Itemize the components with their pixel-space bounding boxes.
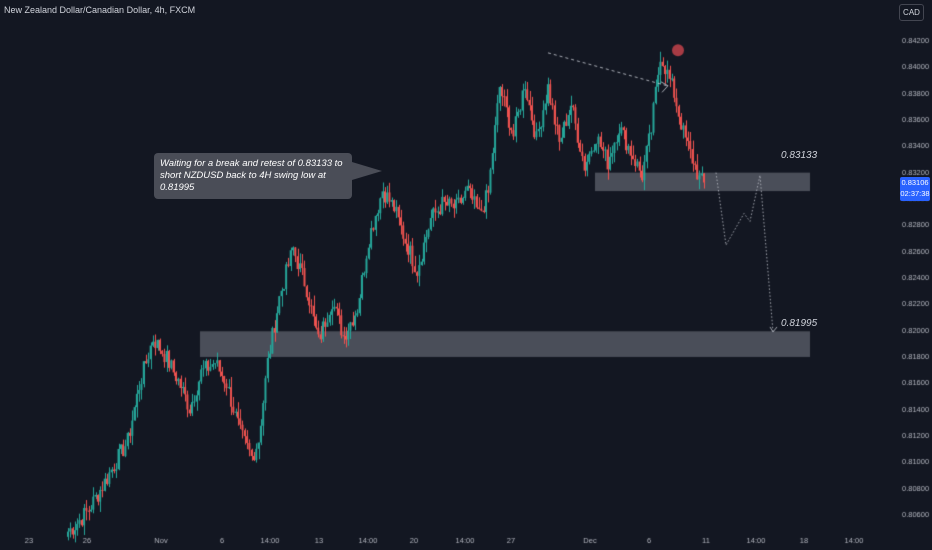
last-price-tag: 0.83106 02:37:38 bbox=[900, 177, 930, 201]
annotation-callout[interactable]: Waiting for a break and retest of 0.8313… bbox=[154, 153, 352, 199]
last-price-value: 0.83106 bbox=[901, 178, 929, 187]
callout-pointer bbox=[352, 162, 382, 180]
currency-button[interactable]: CAD bbox=[899, 4, 924, 21]
chart-title: New Zealand Dollar/Canadian Dollar, 4h, … bbox=[4, 5, 196, 15]
level-label-upper: 0.83133 bbox=[781, 150, 818, 161]
countdown-timer: 02:37:38 bbox=[900, 189, 930, 198]
level-label-lower: 0.81995 bbox=[781, 318, 818, 329]
